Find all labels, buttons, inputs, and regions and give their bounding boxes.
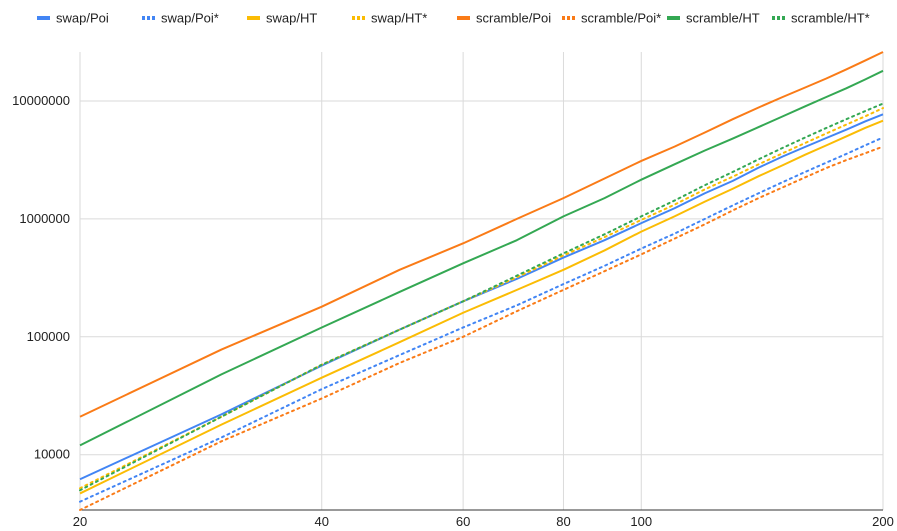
legend: swap/Poi swap/Poi* swap/HT swap/HT* scramble…: [37, 11, 870, 26]
legend-swatch-dot: [142, 16, 145, 20]
x-tick-label: 100: [630, 514, 652, 529]
axis-labels: 20 40 60 80 100 200 10000 100000 1000000 10000000: [12, 93, 894, 529]
legend-item: swap/Poi*: [142, 11, 219, 26]
legend-item: scramble/HT: [667, 11, 760, 26]
legend-item: swap/HT: [247, 11, 317, 26]
legend-label: scramble/Poi: [476, 11, 551, 26]
series-lines: [79, 51, 884, 511]
legend-label: swap/Poi*: [161, 11, 219, 26]
y-tick-label: 100000: [27, 329, 70, 344]
x-tick-label: 20: [73, 514, 87, 529]
legend-swatch-dot: [567, 16, 570, 20]
legend-item: scramble/Poi: [457, 11, 551, 26]
legend-label: swap/Poi: [56, 11, 109, 26]
series-line-swap-ht: [79, 119, 884, 495]
legend-item: swap/Poi: [37, 11, 109, 26]
legend-swatch-dot: [777, 16, 780, 20]
legend-item: scramble/Poi*: [562, 11, 661, 26]
x-tick-label: 40: [314, 514, 328, 529]
legend-swatch-dot: [357, 16, 360, 20]
legend-label: scramble/HT: [686, 11, 760, 26]
legend-swatch-dot: [772, 16, 775, 20]
legend-swatch-dot: [352, 16, 355, 20]
legend-item: swap/HT*: [352, 11, 427, 26]
y-tick-label: 10000: [34, 447, 70, 462]
legend-swatch-dot: [562, 16, 565, 20]
legend-item: scramble/HT*: [772, 11, 870, 26]
legend-swatch: [247, 16, 260, 20]
series-line-swap-ht-star: [79, 107, 884, 490]
legend-swatch: [37, 16, 50, 20]
legend-label: swap/HT: [266, 11, 317, 26]
legend-label: scramble/HT*: [791, 11, 870, 26]
legend-label: swap/HT*: [371, 11, 427, 26]
series-line-scramble-poi-star: [79, 145, 884, 511]
series-line-swap-poi: [79, 113, 884, 481]
legend-swatch-dot: [147, 16, 150, 20]
x-tick-label: 200: [872, 514, 894, 529]
legend-swatch-dot: [152, 16, 155, 20]
legend-label: scramble/Poi*: [581, 11, 661, 26]
series-line-scramble-ht-star: [79, 102, 884, 492]
x-tick-label: 80: [556, 514, 570, 529]
y-tick-label: 10000000: [12, 93, 70, 108]
grid: [79, 52, 884, 511]
legend-swatch: [457, 16, 470, 20]
series-line-swap-poi-star: [79, 136, 884, 503]
legend-swatch-dot: [782, 16, 785, 20]
legend-swatch-dot: [362, 16, 365, 20]
legend-swatch-dot: [572, 16, 575, 20]
series-line-scramble-ht: [79, 69, 884, 447]
y-tick-label: 1000000: [19, 211, 70, 226]
legend-swatch: [667, 16, 680, 20]
x-tick-label: 60: [456, 514, 470, 529]
series-line-scramble-poi: [79, 51, 884, 418]
